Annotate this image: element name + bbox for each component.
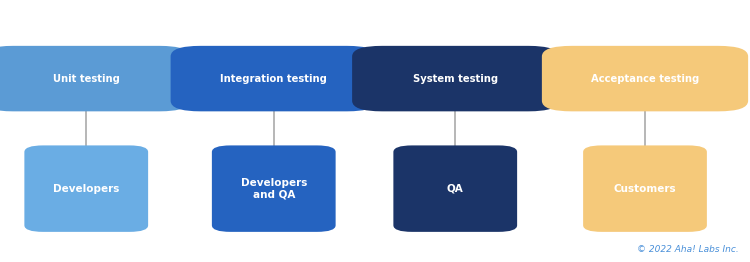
FancyBboxPatch shape [0,46,189,111]
Text: Developers: Developers [53,184,119,194]
FancyBboxPatch shape [211,145,336,232]
FancyBboxPatch shape [393,145,518,232]
FancyBboxPatch shape [542,46,748,111]
FancyBboxPatch shape [170,46,376,111]
Text: Developers
and QA: Developers and QA [241,178,307,199]
Text: © 2022 Aha! Labs Inc.: © 2022 Aha! Labs Inc. [637,245,739,254]
Text: Integration testing: Integration testing [220,74,327,84]
FancyBboxPatch shape [24,145,148,232]
Text: Unit testing: Unit testing [53,74,120,84]
Text: Acceptance testing: Acceptance testing [591,74,699,84]
FancyBboxPatch shape [584,145,706,232]
Text: Customers: Customers [614,184,676,194]
FancyBboxPatch shape [352,46,558,111]
Text: QA: QA [447,184,464,194]
Text: System testing: System testing [413,74,498,84]
